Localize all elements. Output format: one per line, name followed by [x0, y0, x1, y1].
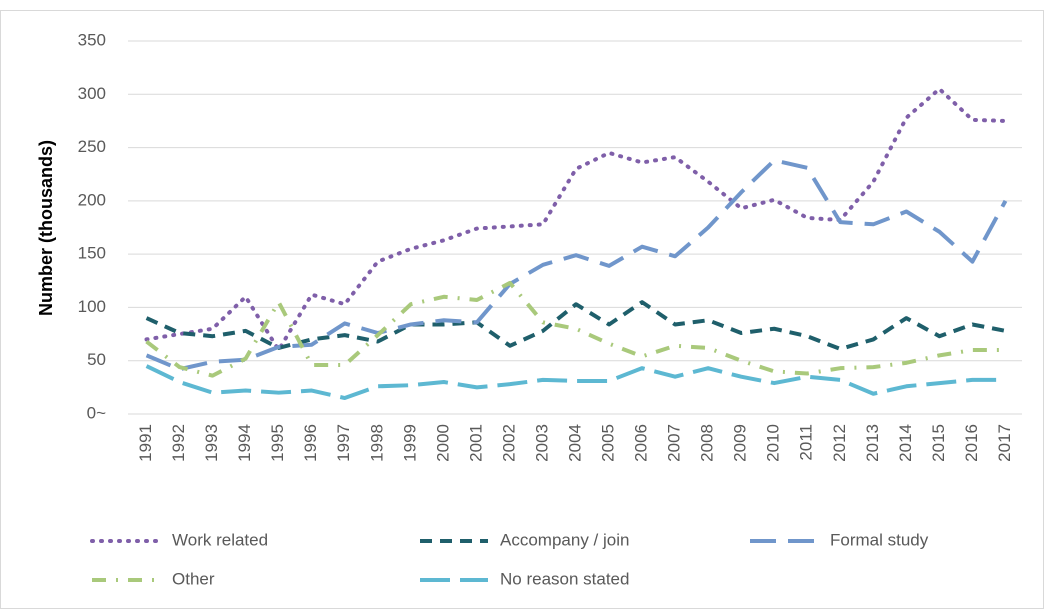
legend-label: Work related — [172, 530, 268, 549]
series-line — [145, 364, 1006, 401]
x-tick-label: 2001 — [466, 424, 485, 462]
series-line — [145, 300, 1006, 351]
x-tick-label: 2012 — [830, 424, 849, 462]
x-tick-label: 1993 — [202, 424, 221, 462]
x-tick-label: 2006 — [632, 424, 651, 462]
chart-border — [0, 10, 1044, 609]
x-tick-label: 2002 — [499, 424, 518, 462]
x-tick-label: 2011 — [797, 424, 816, 461]
x-tick-label: 2014 — [896, 424, 915, 462]
x-tick-label: 1997 — [334, 424, 353, 462]
x-tick-label: 1994 — [235, 424, 254, 462]
legend-label: Formal study — [830, 530, 929, 549]
y-axis-title: Number (thousands) — [36, 140, 56, 316]
x-tick-label: 1995 — [268, 424, 287, 462]
y-tick-label: 50 — [87, 350, 106, 369]
y-tick-label: 250 — [78, 137, 106, 156]
legend-label: Other — [172, 569, 215, 588]
series-line — [144, 86, 1008, 353]
y-tick-label: 350 — [78, 30, 106, 49]
x-tick-label: 2004 — [565, 424, 584, 462]
x-tick-label: 2016 — [962, 424, 981, 462]
y-tick-label: 100 — [78, 297, 106, 316]
x-tick-label: 1999 — [400, 424, 419, 462]
legend-label: Accompany / join — [500, 530, 629, 549]
y-tick-label: 0~ — [87, 403, 106, 422]
y-tick-label: 150 — [78, 244, 106, 263]
x-tick-label: 2005 — [599, 424, 618, 462]
x-tick-label: 2017 — [995, 424, 1014, 462]
x-tick-label: 1998 — [367, 424, 386, 462]
y-tick-label: 300 — [78, 84, 106, 103]
x-tick-label: 1991 — [136, 424, 155, 462]
x-tick-label: 1996 — [301, 424, 320, 462]
x-tick-label: 2009 — [731, 424, 750, 462]
x-tick-label: 2015 — [929, 424, 948, 462]
series-line — [145, 158, 1008, 372]
x-tick-label: 2000 — [433, 424, 452, 462]
x-tick-label: 2013 — [863, 424, 882, 462]
y-tick-label: 200 — [78, 190, 106, 209]
x-tick-label: 2003 — [532, 424, 551, 462]
x-tick-label: 1992 — [169, 424, 188, 462]
x-tick-label: 2008 — [698, 424, 717, 462]
legend-label: No reason stated — [500, 569, 629, 588]
x-tick-label: 2007 — [665, 424, 684, 462]
x-tick-label: 2010 — [764, 424, 783, 462]
